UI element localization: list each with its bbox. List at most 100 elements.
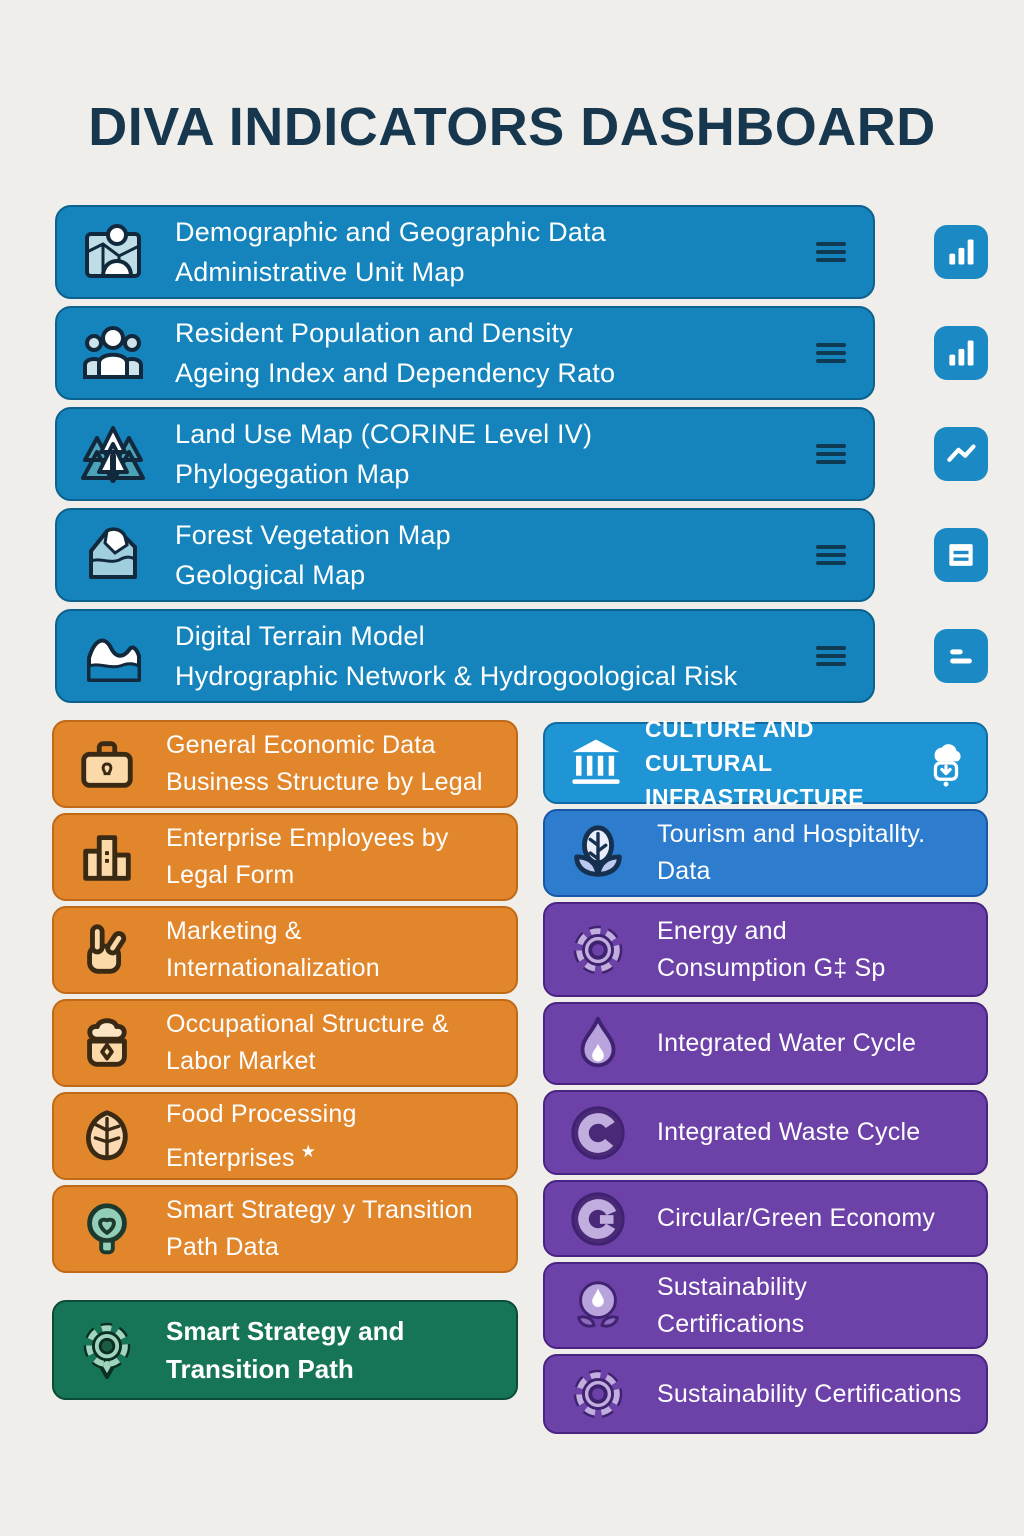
card-lines-icon <box>949 544 973 566</box>
card-occupational[interactable]: Occupational Structure & Labor Market <box>52 999 518 1087</box>
card-lines-button[interactable] <box>934 528 988 582</box>
bar-chart-button[interactable] <box>934 225 988 279</box>
two-lines-button[interactable] <box>934 629 988 683</box>
card-line2: Legal Form <box>166 861 295 889</box>
card-line1: Occupational Structure & <box>166 1010 449 1038</box>
card-circular-economy[interactable]: Circular/Green Economy <box>543 1180 988 1257</box>
card-culture-infrastructure[interactable]: CULTURE AND CULTURAL INFRASTRUCTURE <box>543 716 988 810</box>
row-population-density[interactable]: Resident Population and Density Ageing I… <box>55 306 875 400</box>
letter-g-circle-icon <box>571 1191 625 1246</box>
map-person-icon <box>85 224 141 278</box>
plant-icon <box>574 825 622 877</box>
card-sustainability-cert-2[interactable]: Sustainability Certifications <box>543 1354 988 1434</box>
hamburger-menu-icon[interactable] <box>815 340 847 366</box>
card-text: Marketing & Internationalization <box>166 913 502 987</box>
card-line1: Marketing & <box>166 917 302 945</box>
building-icon <box>83 835 131 881</box>
card-text: Occupational Structure & Labor Market <box>166 1006 502 1080</box>
terrain-icon <box>87 638 141 682</box>
card-line1: Sustainability <box>657 1272 808 1301</box>
card-line1: Smart Strategy and <box>166 1316 405 1346</box>
card-line1: Food Processing <box>166 1099 357 1128</box>
bar-chart-icon <box>949 239 974 265</box>
bar-chart-icon <box>949 340 974 366</box>
row-line2: Administrative Unit Map <box>175 257 465 287</box>
row-terrain-hydrographic[interactable]: Digital Terrain Model Hydrographic Netwo… <box>55 609 875 703</box>
gear-icon <box>573 925 623 974</box>
card-smart-strategy-transition[interactable]: Smart Strategy and Transition Path <box>52 1300 518 1400</box>
card-line2: Path Data <box>166 1233 279 1261</box>
letter-c-circle-icon <box>571 1105 625 1160</box>
card-text: Energy and Consumption G‡ Sp <box>657 913 972 987</box>
top-indicator-rows: Demographic and Geographic Data Administ… <box>55 205 875 703</box>
row-text: Digital Terrain Model Hydrographic Netwo… <box>175 616 815 696</box>
hamburger-menu-icon[interactable] <box>815 441 847 467</box>
card-line2: Transition Path <box>166 1354 354 1384</box>
row-land-use[interactable]: Land Use Map (CORINE Level IV) Phylogega… <box>55 407 875 501</box>
card-line1: CULTURE AND CULTURAL <box>645 716 815 776</box>
card-line2: Labor Market <box>166 1047 316 1075</box>
card-food-processing[interactable]: Food Processing Enterprises ★ <box>52 1092 518 1180</box>
gear-icon <box>573 1369 623 1419</box>
card-text: Smart Strategy y Transition Path Data <box>166 1192 502 1266</box>
card-text: Integrated Water Cycle <box>657 1025 972 1062</box>
gear-pin-icon <box>83 1322 131 1380</box>
card-line2: Data <box>657 857 711 885</box>
card-line1: Sustainability Certifications <box>657 1379 962 1408</box>
leaf-icon <box>86 1110 128 1161</box>
card-water-cycle[interactable]: Integrated Water Cycle <box>543 1002 988 1085</box>
hamburger-menu-icon[interactable] <box>815 239 847 265</box>
cloud-download-icon[interactable] <box>920 737 972 789</box>
card-line1: Integrated Waste Cycle <box>657 1118 921 1146</box>
row-forest-geology[interactable]: Forest Vegetation Map Geological Map <box>55 508 875 602</box>
card-line2: Business Structure by Legal <box>166 768 483 796</box>
row-line2: Phylogegation Map <box>175 459 410 489</box>
card-text: General Economic Data Business Structure… <box>166 727 502 801</box>
row-line2: Hydrographic Network & Hydrogoological R… <box>175 661 738 691</box>
row-line1: Demographic and Geographic Data <box>175 217 606 247</box>
card-line1: Integrated Water Cycle <box>657 1029 917 1057</box>
row-text: Resident Population and Density Ageing I… <box>175 313 815 393</box>
card-text: Integrated Waste Cycle <box>657 1114 972 1151</box>
card-text: Circular/Green Economy <box>657 1200 972 1237</box>
economic-card-column: General Economic Data Business Structure… <box>52 720 518 1273</box>
card-energy-consumption[interactable]: Energy and Consumption G‡ Sp <box>543 902 988 997</box>
row-line1: Land Use Map (CORINE Level IV) <box>175 419 593 449</box>
card-text: Tourism and Hospitallty. Data <box>657 816 972 890</box>
card-enterprise-employees[interactable]: Enterprise Employees by Legal Form <box>52 813 518 901</box>
hand-gesture-icon <box>87 924 127 974</box>
sprout-droplet-icon <box>577 1280 619 1328</box>
trend-line-button[interactable] <box>934 427 988 481</box>
side-icon-column <box>934 225 990 683</box>
card-line1: Smart Strategy y Transition <box>166 1196 473 1224</box>
page-title: DIVA INDICATORS DASHBOARD <box>88 97 936 157</box>
card-tourism[interactable]: Tourism and Hospitallty. Data <box>543 809 988 897</box>
card-text: Enterprise Employees by Legal Form <box>166 820 502 894</box>
people-group-icon <box>83 326 143 379</box>
row-line2: Ageing Index and Dependency Rato <box>175 358 616 388</box>
card-line2: Internationalization <box>166 954 380 982</box>
hamburger-menu-icon[interactable] <box>815 542 847 568</box>
card-general-economic[interactable]: General Economic Data Business Structure… <box>52 720 518 808</box>
card-text: Sustainability Certifications <box>657 1376 972 1413</box>
hamburger-menu-icon[interactable] <box>815 643 847 669</box>
card-line2: INFRASTRUCTURE <box>645 784 865 810</box>
card-marketing[interactable]: Marketing & Internationalization <box>52 906 518 994</box>
row-demographic-geographic[interactable]: Demographic and Geographic Data Administ… <box>55 205 875 299</box>
card-waste-cycle[interactable]: Integrated Waste Cycle <box>543 1090 988 1175</box>
card-text: Food Processing Enterprises ★ <box>166 1096 502 1177</box>
card-line2: Consumption G‡ Sp <box>657 953 886 982</box>
sustainability-card-column: CULTURE AND CULTURAL INFRASTRUCTURE <box>543 716 988 1434</box>
card-smart-strategy-data[interactable]: Smart Strategy y Transition Path Data <box>52 1185 518 1273</box>
row-text: Forest Vegetation Map Geological Map <box>175 515 815 595</box>
bulb-heart-icon <box>87 1203 127 1255</box>
row-line1: Digital Terrain Model <box>175 621 425 651</box>
card-line1: Enterprise Employees by <box>166 824 449 852</box>
card-sustainability-cert-1[interactable]: Sustainability Certifications <box>543 1262 988 1349</box>
bar-chart-button[interactable] <box>934 326 988 380</box>
bag-icon <box>87 1018 127 1067</box>
row-line1: Resident Population and Density <box>175 318 573 348</box>
two-lines-icon <box>950 649 972 664</box>
card-line1: General Economic Data <box>166 731 436 759</box>
